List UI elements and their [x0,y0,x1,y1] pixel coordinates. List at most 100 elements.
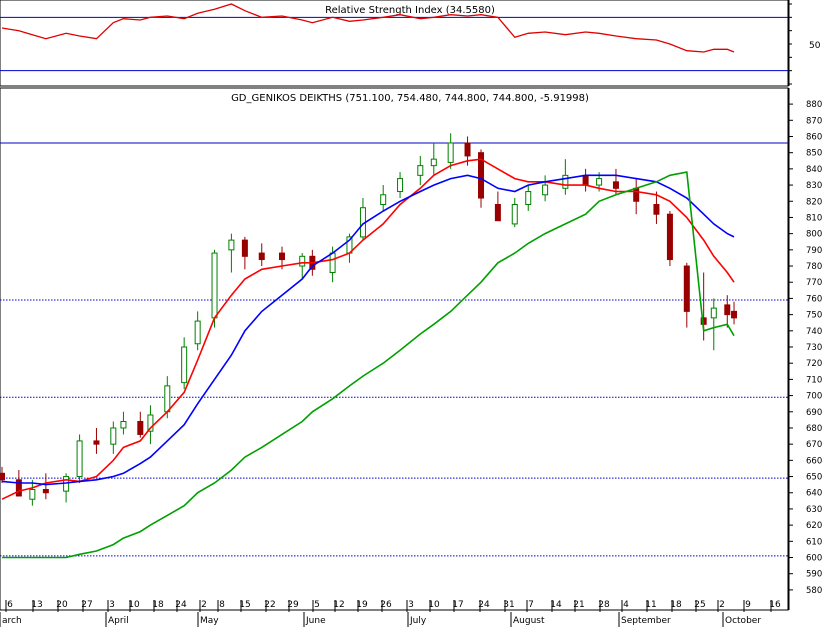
price-panel: GD_GENIKOS DEIKTHS (751.100, 754.480, 74… [0,87,822,627]
candle-body [430,158,437,167]
price-y-tick-label: 670 [806,440,822,450]
price-y-tick-label: 710 [806,375,822,385]
rsi-title: Relative Strength Index (34.5580) [325,5,495,16]
month-label: July [409,616,427,626]
x-tick-label: 20 [56,600,68,610]
x-tick-label: 24 [175,600,187,610]
x-tick-label: 27 [81,600,92,610]
x-tick-label: 24 [478,600,490,610]
x-tick-label: 11 [645,600,656,610]
price-y-tick-label: 820 [806,197,822,207]
price-y-tick-label: 580 [806,586,822,596]
x-tick-label: 16 [769,600,781,610]
x-tick-label: 3 [109,600,115,610]
x-tick-label: 4 [623,600,629,610]
candle-body [329,252,336,274]
price-y-tick-label: 860 [806,132,822,142]
price-y-tick-label: 780 [806,262,822,272]
candle-body [542,184,549,196]
price-y-tick-label: 810 [806,213,822,223]
candle-body [666,213,673,261]
candle-body [562,174,569,189]
price-y-tick-label: 750 [806,311,822,321]
candle-body [582,174,589,186]
candle-body [211,252,218,319]
price-y-tick-label: 590 [806,570,822,580]
price-y-tick-label: 840 [806,165,822,175]
price-y-tick-label: 660 [806,456,822,466]
candle-body [181,346,188,384]
rsi-line [1,3,735,53]
price-moving-averages [1,158,735,559]
x-tick-label: 10 [128,600,140,610]
candle-body [724,304,731,316]
price-y-tick-label: 730 [806,343,822,353]
moving-average-mid-line [1,174,735,486]
x-tick-label: 31 [503,600,514,610]
price-y-tick-label: 620 [806,521,822,531]
x-tick-label: 26 [380,600,392,610]
price-y-tick-label: 630 [806,505,822,515]
candle-body [120,420,127,429]
rsi-y-axis: 50 [788,0,821,86]
candle-body [710,307,717,319]
x-tick-label: 17 [452,600,463,610]
price-y-tick-label: 740 [806,327,822,337]
price-horizontal-lines [0,142,788,557]
month-label: August [513,616,545,626]
price-panel-border [0,87,789,611]
x-tick-label: 18 [670,600,682,610]
candle-body [478,152,485,199]
candle-body [299,255,306,267]
price-y-tick-label: 760 [806,294,822,304]
x-tick-label: 2 [719,600,725,610]
month-label: arch [2,616,22,626]
x-tick-label: 25 [694,600,705,610]
price-y-tick-label: 600 [806,554,822,564]
price-y-tick-label: 850 [806,149,822,159]
candle-body [612,181,619,189]
price-y-tick-label: 650 [806,473,822,483]
price-y-tick-label: 640 [806,489,822,499]
candle-body [596,178,603,186]
moving-average-short-line [1,158,735,500]
x-tick-label: 2 [201,600,207,610]
candle-body [683,265,690,312]
x-tick-label: 7 [528,600,534,610]
price-y-tick-label: 830 [806,181,822,191]
x-tick-label: 3 [408,600,414,610]
candle-body [241,239,248,257]
price-y-tick-label: 790 [806,246,822,256]
x-tick-label: 28 [598,600,610,610]
rsi-series [1,3,735,53]
candle-body [494,203,501,222]
candle-body [511,203,518,225]
x-tick-label: 9 [745,600,751,610]
rsi-panel: Relative Strength Index (34.5580) 50 [0,0,821,87]
x-tick-label: 10 [428,600,440,610]
candle-body [164,385,171,413]
moving-average-long-line [2,171,735,559]
month-label: October [725,616,761,626]
x-tick-label: 18 [152,600,164,610]
candle-body [653,203,660,215]
candle-body [633,187,640,202]
candle-body [447,142,454,163]
candle-body [731,310,738,319]
price-y-axis: 580 590 600 610 620 630 640 650 660 670 680 690 700 7… [788,88,822,610]
candle-body [380,194,387,205]
price-title: GD_GENIKOS DEIKTHS (751.100, 754.480, 74… [231,93,589,104]
x-tick-label: 29 [287,600,299,610]
candle-body [137,420,144,435]
candle-body [93,440,100,445]
candle-body [258,252,265,261]
candle-body [76,440,83,478]
candle-body [42,489,49,494]
price-y-tick-label: 680 [806,424,822,434]
rsi-reference-lines [0,16,788,72]
price-y-tick-label: 800 [806,230,822,240]
candle-body [110,427,117,445]
month-label: September [621,616,671,626]
